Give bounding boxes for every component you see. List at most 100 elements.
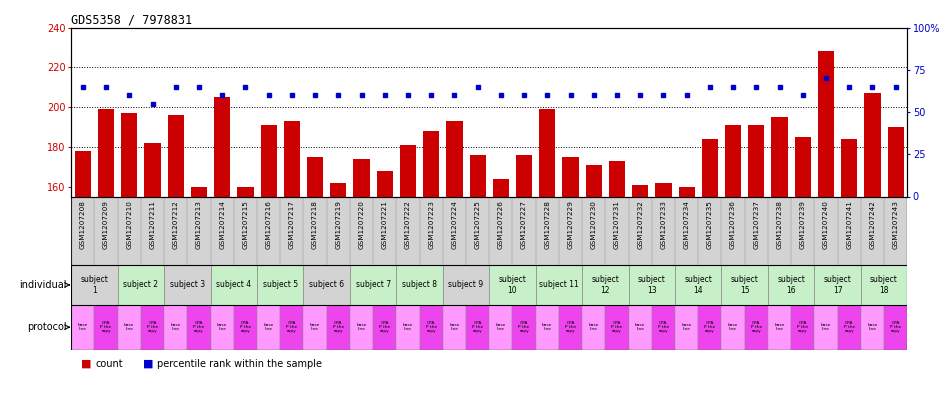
Text: count: count [95,358,123,369]
Text: subject 7: subject 7 [355,281,390,289]
Bar [164,305,187,350]
Bar [512,305,536,350]
Bar [675,305,698,350]
Text: GSM1207242: GSM1207242 [869,200,875,249]
Text: CPA
P the
rapy: CPA P the rapy [750,321,762,334]
Text: base
line: base line [263,323,274,331]
Bar [725,125,741,393]
Text: ■: ■ [81,358,91,369]
Bar [864,93,881,393]
Bar [768,265,814,305]
Bar [678,187,694,393]
Text: GSM1207211: GSM1207211 [149,200,156,249]
Text: GSM1207213: GSM1207213 [196,200,202,249]
Text: GSM1207212: GSM1207212 [173,200,179,249]
Text: GSM1207232: GSM1207232 [637,200,643,249]
Bar [284,121,300,393]
Bar [582,305,605,350]
Text: GSM1207209: GSM1207209 [104,200,109,249]
Bar [144,143,161,393]
Text: CPA
P the
rapy: CPA P the rapy [657,321,669,334]
Bar [493,178,509,393]
Text: CPA
P the
rapy: CPA P the rapy [239,321,251,334]
Bar [71,305,94,350]
Text: GSM1207239: GSM1207239 [800,200,806,249]
Text: base
line: base line [217,323,227,331]
Text: GSM1207220: GSM1207220 [358,200,365,249]
Text: base
line: base line [171,323,180,331]
Text: GSM1207228: GSM1207228 [544,200,550,249]
Text: GSM1207240: GSM1207240 [823,200,829,249]
Text: base
line: base line [774,323,785,331]
Text: CPA
P the
rapy: CPA P the rapy [797,321,808,334]
Bar [280,305,303,350]
Text: base
line: base line [821,323,831,331]
Text: CPA
P the
rapy: CPA P the rapy [612,321,622,334]
Text: CPA
P the
rapy: CPA P the rapy [565,321,576,334]
Bar [423,131,439,393]
Text: base
line: base line [542,323,553,331]
Text: GSM1207238: GSM1207238 [776,200,783,249]
Bar [71,265,118,305]
Bar [211,305,234,350]
Bar [466,305,489,350]
Bar [721,305,745,350]
Text: subject 11: subject 11 [539,281,579,289]
Bar [260,125,276,393]
Text: subject
10: subject 10 [499,275,526,295]
Text: CPA
P the
rapy: CPA P the rapy [286,321,297,334]
Bar [376,171,393,393]
Bar [540,109,556,393]
Bar [257,305,280,350]
Bar [698,305,721,350]
Bar [257,265,303,305]
Text: GSM1207230: GSM1207230 [591,200,597,249]
Text: base
line: base line [635,323,645,331]
Bar [98,109,114,393]
Text: subject
17: subject 17 [824,275,851,295]
Text: CPA
P the
rapy: CPA P the rapy [194,321,204,334]
Bar [489,305,512,350]
Bar [489,265,536,305]
Text: subject 8: subject 8 [402,281,437,289]
Text: GSM1207214: GSM1207214 [219,200,225,249]
Text: GSM1207226: GSM1207226 [498,200,504,249]
Bar [94,305,118,350]
Text: subject
15: subject 15 [731,275,759,295]
Bar [420,305,443,350]
Bar [794,137,811,393]
Bar [749,125,765,393]
Bar [303,305,327,350]
Text: base
line: base line [78,323,88,331]
Text: GSM1207218: GSM1207218 [313,200,318,249]
Bar [818,51,834,393]
Text: base
line: base line [867,323,878,331]
Bar [187,305,211,350]
Bar [629,305,652,350]
Bar [327,305,350,350]
Text: GSM1207215: GSM1207215 [242,200,248,249]
Bar [609,161,625,393]
Text: subject 3: subject 3 [170,281,205,289]
Bar [303,265,350,305]
Bar [656,183,672,393]
Text: individual: individual [19,280,66,290]
Bar [214,97,230,393]
Text: subject 2: subject 2 [124,281,159,289]
Bar [443,305,466,350]
Text: GSM1207241: GSM1207241 [846,200,852,249]
Bar [469,155,485,393]
Text: CPA
P the
rapy: CPA P the rapy [844,321,855,334]
Bar [443,265,489,305]
Bar [118,265,164,305]
Text: GSM1207237: GSM1207237 [753,200,759,249]
Text: base
line: base line [589,323,598,331]
Bar [861,305,884,350]
Bar [307,157,323,393]
Text: GSM1207217: GSM1207217 [289,200,294,249]
Text: GSM1207233: GSM1207233 [660,200,666,249]
Bar [191,187,207,393]
Bar [582,265,629,305]
Bar [605,305,629,350]
Text: CPA
P the
rapy: CPA P the rapy [519,321,530,334]
